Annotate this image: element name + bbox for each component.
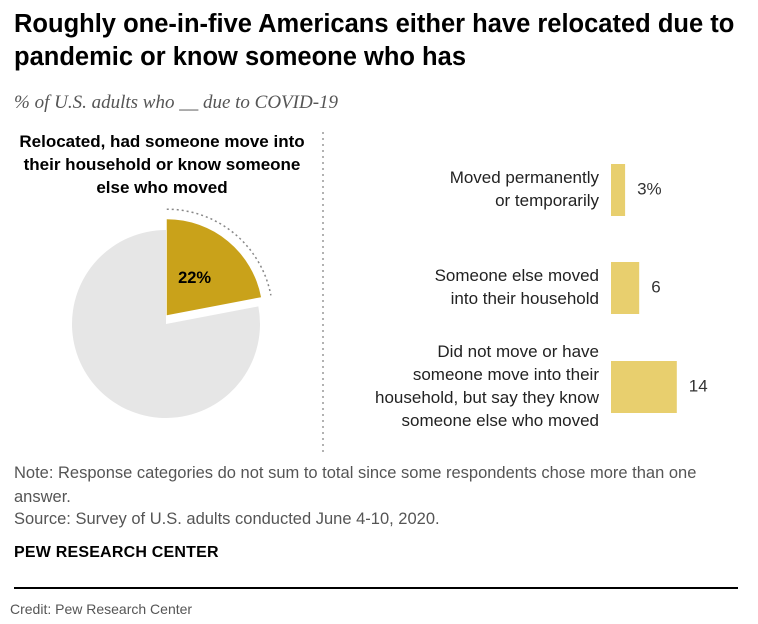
chart-title: Roughly one-in-five Americans either hav… (14, 10, 735, 71)
note-text: Note: Response categories do not sum to … (14, 464, 697, 506)
bar-category-label-1: Moved permanently (450, 168, 600, 187)
bar-category-label-3: Did not move or have (437, 342, 599, 361)
bar-3 (611, 361, 677, 413)
brand-logo-text: PEW RESEARCH CENTER (14, 544, 219, 561)
pie-title: Relocated, had someone move into their h… (19, 132, 305, 197)
credit-text: Credit: Pew Research Center (10, 601, 193, 617)
pie-value-label: 22% (178, 269, 211, 287)
bar-value-label-2: 6 (651, 277, 660, 296)
bar-category-label-3: someone move into their (413, 365, 599, 384)
pie-slice-highlight (166, 219, 262, 316)
bar-1 (611, 164, 626, 216)
bar-category-label-1: or temporarily (495, 191, 599, 210)
pie-slice-rest (71, 230, 260, 418)
bar-category-label-3: someone else who moved (401, 411, 599, 430)
bar-2 (611, 262, 640, 314)
bar-value-label-1: 3% (637, 179, 662, 198)
bar-value-label-3: 14 (689, 376, 708, 395)
footer-rule (14, 587, 738, 589)
bar-category-label-3: household, but say they know (375, 388, 600, 407)
source-text: Source: Survey of U.S. adults conducted … (14, 510, 440, 528)
bar-category-label-2: into their household (451, 289, 599, 308)
chart-subtitle: % of U.S. adults who __ due to COVID-19 (14, 92, 339, 113)
bar-category-label-2: Someone else moved (435, 266, 599, 285)
